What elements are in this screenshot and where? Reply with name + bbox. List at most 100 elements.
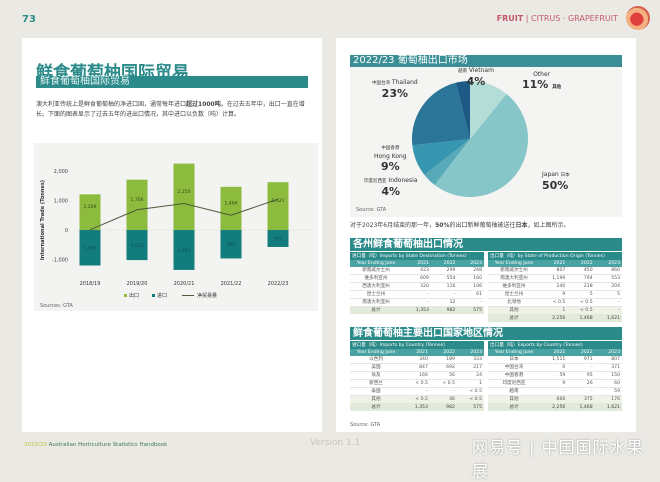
chart-source: Sources: GTA — [40, 303, 73, 309]
table-cell: 807 — [594, 356, 622, 365]
x-tick-label: 2021/22 — [221, 281, 242, 287]
y-tick-label: 0 — [65, 228, 68, 234]
table-cell: 1,621 — [594, 314, 622, 322]
table-cell: 95 — [567, 371, 595, 381]
table-cell: 847 — [402, 363, 430, 373]
para-text: 。在过去五年中，出口一直在增长。下面的图表显示了过去五年的进出口情况，其中进口以… — [36, 101, 305, 118]
table-cell: 240 — [540, 282, 568, 292]
table-cell: 北领地 — [488, 298, 540, 308]
table-cell: < 0.5 — [456, 387, 484, 397]
table-row: 北领地 < 0.5 < 0.5- — [488, 298, 622, 308]
table-cell: < 0.5 — [402, 395, 430, 404]
table-row: 维多利亚州 609 554 160 — [350, 274, 484, 284]
table-cell: 1,511 — [540, 356, 568, 365]
imports-by-state-table: 进口量（吨）Imports by State Destination (Tonn… — [350, 252, 484, 315]
intro-paragraph: 澳大利亚传统上是鲜食葡萄柚的净进口国，通常每年进口超过1000吨。在过去五年中，… — [36, 100, 308, 120]
import-bar — [220, 230, 242, 259]
table-cell: 1 — [540, 306, 568, 315]
import-bar — [126, 230, 148, 261]
table-row-total: 总计 2,256 1,468 1,621 — [488, 403, 622, 411]
table-header: Year Ending June — [350, 349, 402, 357]
table-cell: - — [567, 387, 595, 397]
pie-slice-vietnam — [455, 81, 470, 139]
export-data-label: 1,706 — [131, 197, 144, 203]
table-cell: 299 — [430, 267, 458, 276]
table-cell: 340 — [402, 356, 430, 365]
table-cell: - — [457, 298, 484, 308]
table-cell: 166 — [402, 371, 430, 381]
table-cell: 1,199 — [540, 274, 568, 284]
table-row: 新南威尔士州 807 450 860 — [488, 267, 622, 276]
y-tick-label: 2,000 — [54, 169, 68, 175]
import-bar — [79, 230, 101, 266]
table-cell: 26 — [567, 379, 595, 389]
table-cell: 泰国 — [350, 387, 402, 397]
table-cell: 1,468 — [567, 403, 595, 411]
note-bold: 50% — [435, 222, 450, 229]
table-header: 2021 — [540, 260, 568, 268]
table-cell: 450 — [567, 267, 595, 276]
table-cell: 1 — [456, 379, 484, 389]
table-caption: 出口量（吨）Exports by Country (Tonnes) — [488, 341, 622, 349]
table-cell: < 0.5 — [567, 298, 595, 308]
table-row: 印度尼西亚 9 26 60 — [488, 379, 622, 389]
table-cell: - — [402, 387, 430, 397]
table-row: 南澳大利亚州 -12- — [350, 298, 484, 308]
data-table: 进口量（吨）Imports by State Destination (Tonn… — [350, 252, 484, 315]
import-data-label: 1,020 — [131, 243, 144, 249]
table-cell: 575 — [456, 403, 484, 411]
export-bar — [267, 182, 289, 230]
note-bold: 日本 — [515, 222, 528, 229]
table-cell: < 0.5 — [429, 379, 457, 389]
table-source: Source: GTA — [350, 422, 381, 428]
table-cell: 日本 — [488, 356, 540, 365]
import-data-label: 965 — [227, 242, 236, 248]
table-header: Year Ending June — [488, 260, 540, 268]
export-bar — [220, 186, 242, 230]
table-cell: 中国香港 — [488, 371, 540, 381]
pie-label-indonesia: 印度尼西亚 Indonesia 4% — [364, 177, 418, 198]
table-cell: 375 — [567, 395, 595, 404]
pie-slice-hong-kong — [412, 139, 470, 175]
table-cell: 昆士兰州 — [488, 290, 540, 300]
note-text: ，如上图所示。 — [527, 222, 570, 229]
table-cell: 1,621 — [594, 403, 622, 411]
table-cell: 12 — [430, 298, 458, 308]
table-cell: 24 — [456, 371, 484, 381]
table-row: 日本 1,511 971 807 — [488, 356, 622, 365]
table-header: 2022 — [429, 349, 457, 357]
exports-by-country-table: 出口量（吨）Exports by Country (Tonnes) Year En… — [488, 341, 622, 411]
table-row-other: 其他 < 0.5 46 < 0.5 — [350, 395, 484, 404]
table-cell: < 0.5 — [567, 306, 595, 315]
table-cell: 218 — [567, 282, 595, 292]
footer-year: 2022/23 — [24, 442, 47, 448]
x-tick-label: 2019/20 — [127, 281, 148, 287]
table-cell: 189 — [429, 356, 457, 365]
table-cell: 埃及 — [350, 371, 402, 381]
pie-source: Source: GTA — [356, 207, 387, 213]
table-cell: - — [540, 387, 568, 397]
table-caption: 进口量（吨）Imports by Country (Tonnes) — [350, 341, 484, 349]
import-data-label: 1,353 — [178, 248, 191, 254]
table-row: 西澳大利亚州 320 116 106 — [350, 282, 484, 292]
breadcrumb-section: FRUIT — [496, 14, 524, 23]
export-bar — [126, 179, 148, 230]
pie-label-other: Other 11% 其他 — [522, 71, 562, 91]
table-cell: 982 — [430, 306, 458, 315]
table-cell: 维多利亚州 — [488, 282, 540, 292]
x-tick-label: 2018/19 — [80, 281, 101, 287]
table-cell: 150 — [594, 371, 622, 381]
pie-slice-japan — [434, 94, 528, 197]
table-cell: 南澳大利亚州 — [488, 274, 540, 284]
table-cell: 60 — [594, 379, 622, 389]
table-cell: 692 — [429, 363, 457, 373]
table-cell: 46 — [429, 395, 457, 404]
table-row-total: 总计 2,256 1,468 1,621 — [488, 314, 622, 322]
y-tick-label: 1,000 — [54, 199, 68, 205]
table-cell: 106 — [457, 282, 484, 292]
x-tick-label: 2022/23 — [268, 281, 289, 287]
table-cell: 371 — [594, 363, 622, 373]
table-header: 2022 — [567, 349, 595, 357]
table-cell: 总计 — [350, 306, 402, 315]
table-cell: 9 — [540, 290, 568, 300]
